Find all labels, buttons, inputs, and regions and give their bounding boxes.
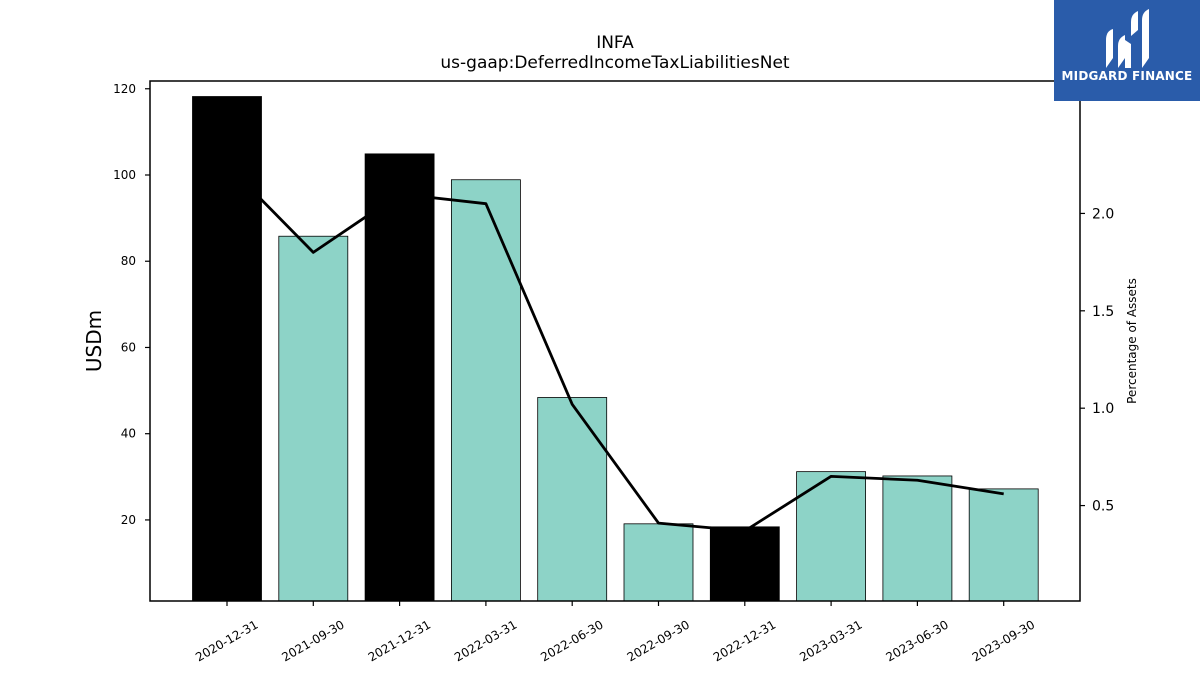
y2-tick-label-2: 2.0 (1092, 206, 1114, 222)
y-tick-label-40: 40 (121, 427, 136, 441)
x-tick-label-2023-06-30: 2023-06-30 (883, 617, 950, 664)
y2-axis-label: Percentage of Assets (1125, 278, 1139, 404)
y2-tick-label-0.5: 0.5 (1092, 499, 1114, 515)
bar-2022-09-30 (623, 523, 694, 602)
axes-layer: 20 40 60 80 100 120 0.5 1.0 1.5 2.0 2020-12-31 2021… (113, 82, 1114, 665)
brand-logo: MIDGARD FINANCE (1054, 0, 1200, 101)
y-tick-label-100: 100 (113, 168, 136, 182)
bar-2022-12-31 (709, 526, 780, 602)
x-tick-label-2023-03-31: 2023-03-31 (797, 617, 864, 664)
line-layer (226, 163, 1004, 533)
bar-2022-06-30 (537, 397, 608, 602)
plot-frame (149, 80, 1081, 602)
bar-2023-06-30 (882, 475, 953, 602)
percentage-line (226, 163, 1004, 533)
bar-2021-09-30 (278, 235, 349, 602)
x-tick-label-2020-12-31: 2020-12-31 (193, 617, 260, 664)
logo-text: MIDGARD FINANCE (1061, 69, 1193, 83)
y-axis-label: USDm (82, 310, 106, 372)
x-tick-label-2021-09-30: 2021-09-30 (279, 617, 346, 664)
x-tick-label-2022-09-30: 2022-09-30 (625, 617, 692, 664)
bar-2020-12-31 (192, 96, 262, 602)
chart-title: INFA (596, 33, 634, 53)
bar-2023-03-31 (796, 471, 866, 602)
bar-2022-03-31 (450, 179, 521, 602)
y2-tick-label-1.5: 1.5 (1092, 304, 1114, 320)
y-tick-label-80: 80 (121, 254, 136, 268)
y-tick-label-60: 60 (121, 340, 136, 354)
x-tick-label-2022-03-31: 2022-03-31 (452, 617, 519, 664)
y2-tick-label-1: 1.0 (1092, 401, 1114, 417)
bar-2021-12-31 (364, 153, 435, 602)
logo-icon (1106, 9, 1149, 68)
chart-subtitle: us-gaap:DeferredIncomeTaxLiabilitiesNet (440, 53, 790, 73)
bars-layer (192, 96, 1039, 602)
x-tick-label-2021-12-31: 2021-12-31 (366, 617, 433, 664)
y-tick-label-120: 120 (113, 82, 136, 96)
y-tick-label-20: 20 (121, 513, 136, 527)
bar-2023-09-30 (968, 488, 1039, 602)
x-tick-label-2023-09-30: 2023-09-30 (970, 617, 1037, 664)
x-tick-label-2022-12-31: 2022-12-31 (711, 617, 778, 664)
x-tick-label-2022-06-30: 2022-06-30 (538, 617, 605, 664)
